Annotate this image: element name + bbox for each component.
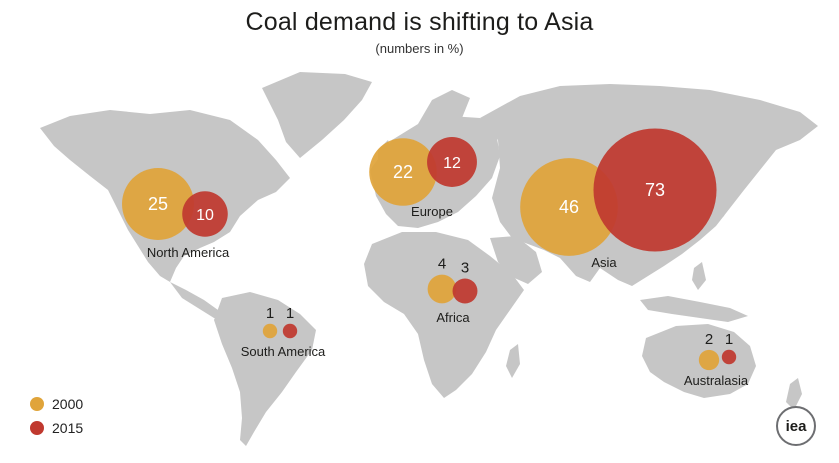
south-america-value-2015: 1	[286, 305, 294, 322]
asia-bubble-2000	[520, 158, 618, 256]
south-america-bubble-2000	[262, 323, 278, 339]
south-america-bubble-2015	[282, 323, 298, 339]
land-greenland	[262, 72, 372, 158]
land-arabia	[490, 236, 542, 284]
north-america-label: North America	[147, 245, 230, 260]
asia-label: Asia	[591, 255, 617, 270]
australasia-bubble-2000	[698, 349, 720, 371]
africa-bubble-2015	[452, 278, 478, 304]
africa-label: Africa	[436, 310, 470, 325]
page-subtitle: (numbers in %)	[375, 41, 464, 56]
legend-item-2015: 2015	[30, 416, 83, 440]
land-new-zealand	[786, 378, 802, 410]
asia-value-2015: 73	[645, 180, 665, 200]
asia-bubble-2015	[593, 128, 717, 252]
europe-value-2015: 12	[443, 155, 461, 172]
north-america-value-2000: 25	[148, 194, 168, 214]
africa-bubble-2000	[427, 274, 457, 304]
africa-value-2000: 4	[438, 256, 446, 273]
land-madagascar	[506, 344, 520, 378]
africa-value-2015: 3	[461, 260, 469, 277]
legend: 2000 2015	[30, 392, 83, 440]
australasia-value-2000: 2	[705, 331, 713, 348]
europe-label: Europe	[411, 204, 453, 219]
europe-bubble-2015	[427, 137, 477, 187]
legend-label-2015: 2015	[52, 420, 84, 436]
south-america-label: South America	[241, 344, 326, 359]
page-title: Coal demand is shifting to Asia	[245, 8, 594, 36]
north-america-bubble-2015	[182, 191, 228, 237]
iea-logo: iea	[776, 406, 816, 446]
south-america-value-2000: 1	[266, 305, 274, 322]
legend-swatch-2015	[30, 421, 44, 435]
land-japan	[712, 178, 730, 222]
land-central-america	[170, 282, 226, 318]
australasia-label: Australasia	[684, 373, 749, 388]
legend-item-2000: 2000	[30, 392, 83, 416]
north-america-value-2015: 10	[196, 207, 214, 224]
europe-value-2000: 22	[393, 162, 413, 182]
land-indonesia	[640, 296, 748, 322]
land-scandinavia	[418, 90, 470, 130]
legend-label-2000: 2000	[52, 396, 84, 412]
land-africa	[364, 232, 524, 398]
australasia-value-2015: 1	[725, 331, 733, 348]
australasia-bubble-2015	[721, 349, 737, 365]
europe-bubble-2000	[369, 138, 437, 206]
asia-value-2000: 46	[559, 197, 579, 217]
north-america-bubble-2000	[122, 168, 194, 240]
legend-swatch-2000	[30, 397, 44, 411]
land-philippines	[692, 262, 706, 290]
